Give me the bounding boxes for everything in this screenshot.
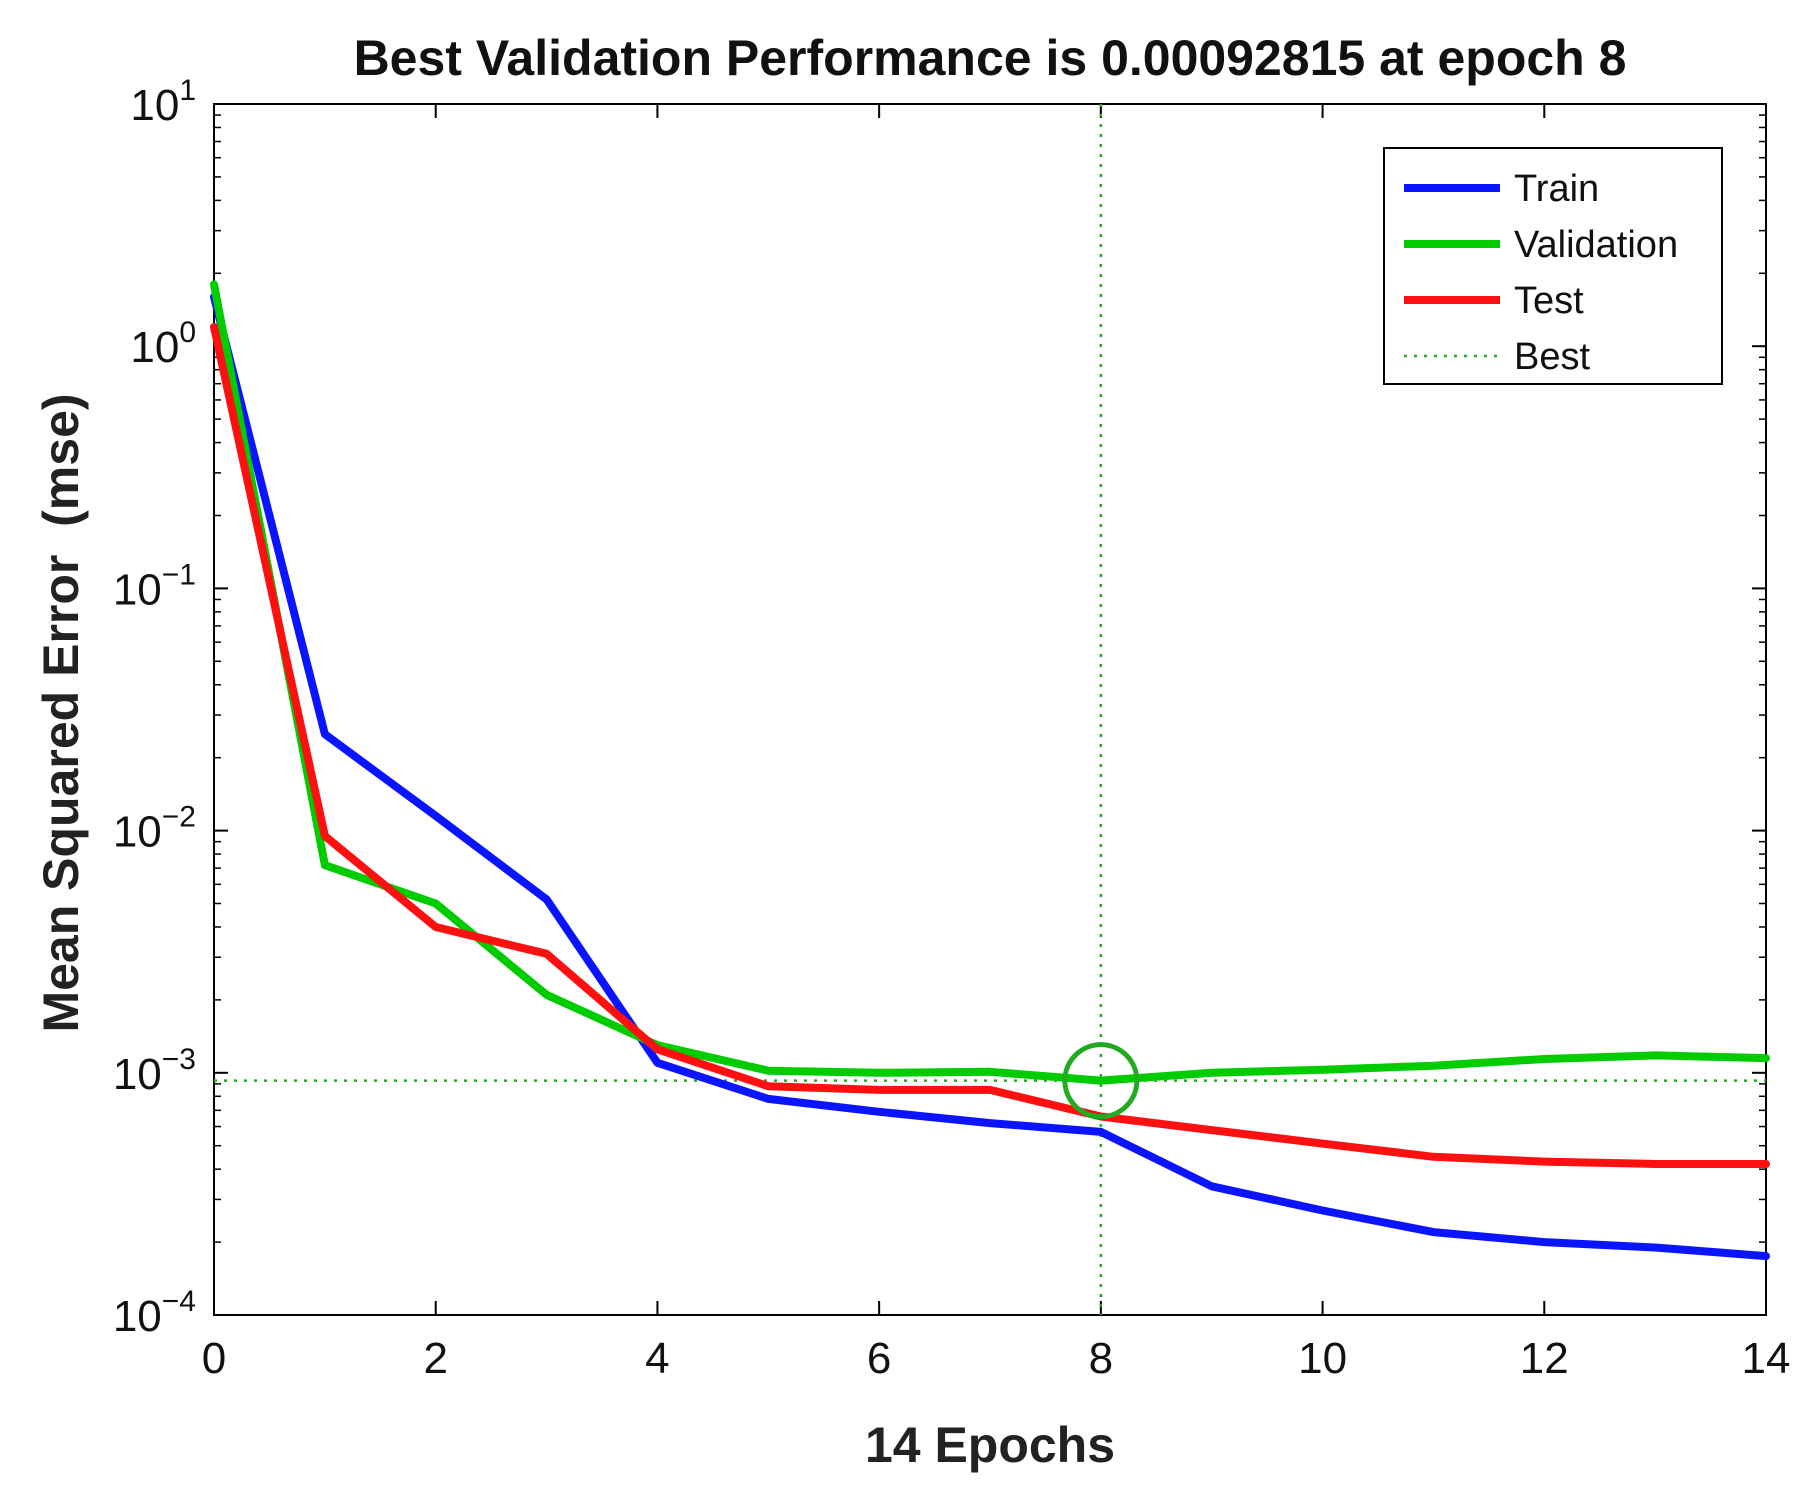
chart-title: Best Validation Performance is 0.0009281… <box>354 30 1627 86</box>
y-tick-label: 10−2 <box>113 801 196 857</box>
x-tick-label: 6 <box>867 1334 891 1383</box>
x-axis-label: 14 Epochs <box>865 1417 1115 1473</box>
legend: Train Validation Test Best <box>1383 147 1723 385</box>
x-tick-label: 12 <box>1520 1334 1569 1383</box>
y-axis: 10−4 10−3 10−2 10−1 100 101 <box>113 74 1766 1341</box>
x-tick-label: 14 <box>1742 1334 1791 1383</box>
y-tick-label: 100 <box>130 316 196 372</box>
legend-label-train: Train <box>1514 168 1599 210</box>
x-tick-label: 0 <box>202 1334 226 1383</box>
x-axis: 0 2 4 6 8 10 12 14 <box>202 104 1791 1383</box>
series-train-line <box>210 292 1770 1261</box>
x-tick-label: 10 <box>1298 1334 1347 1383</box>
best-point-circle <box>1062 1042 1140 1120</box>
legend-label-validation: Validation <box>1514 224 1678 266</box>
series-validation-line <box>210 280 1770 1085</box>
y-tick-label: 10−4 <box>113 1285 196 1341</box>
x-tick-label: 2 <box>423 1334 447 1383</box>
legend-label-test: Test <box>1514 280 1584 322</box>
plot-area <box>213 103 1767 1316</box>
legend-label-best: Best <box>1514 336 1590 378</box>
x-tick-label: 4 <box>645 1334 669 1383</box>
x-tick-label: 8 <box>1089 1334 1113 1383</box>
best-marker-lines <box>214 104 1766 1315</box>
y-tick-label: 10−3 <box>113 1043 196 1099</box>
y-axis-label: Mean Squared Error (mse) <box>33 393 89 1032</box>
series-lines <box>210 280 1770 1261</box>
y-tick-label: 101 <box>130 74 196 130</box>
best-point <box>1062 1042 1140 1120</box>
y-tick-label: 10−1 <box>113 558 196 614</box>
series-test-line <box>210 323 1770 1168</box>
